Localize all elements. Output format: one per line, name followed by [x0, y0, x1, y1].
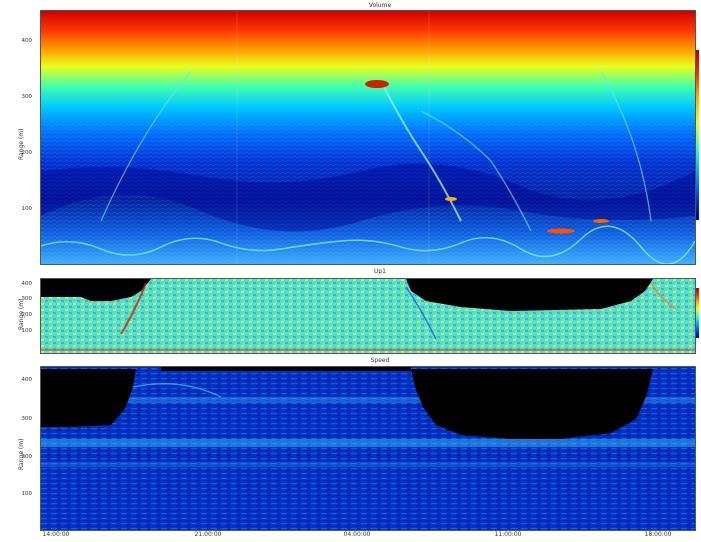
speed-nodata-center [411, 369, 653, 439]
up1-nodata-center [406, 279, 653, 311]
up1-streak-left [120, 282, 147, 335]
colorbar-volume [696, 50, 699, 220]
speed-band-1 [41, 397, 695, 403]
up1-streak-right [650, 282, 677, 310]
y-tick-volume-400: 400 [21, 38, 33, 44]
volume-arch-left [100, 70, 192, 222]
x-tick-4: 18:00:00 [644, 531, 672, 538]
y-tick-up1-200: 200 [21, 312, 33, 318]
y-tick-speed-100: 100 [21, 491, 33, 497]
y-tick-up1-300: 300 [21, 296, 33, 302]
y-tick-speed-400: 400 [21, 377, 33, 383]
speed-nodata-top-strip [161, 367, 411, 371]
volume-hotspot-bottom-2 [593, 219, 609, 223]
volume-plume-2 [420, 110, 532, 232]
volume-hotspot-bottom-1 [547, 228, 575, 234]
panel-title-speed: Speed [370, 357, 390, 364]
speed-band-3 [41, 462, 695, 467]
panel-title-up1: Up1 [373, 268, 387, 275]
speed-cyan-arch [132, 383, 222, 398]
up1-nodata-left [41, 279, 151, 301]
y-tick-speed-200: 200 [21, 454, 33, 460]
speed-nodata-left [41, 369, 136, 427]
volume-arch-right [600, 70, 652, 222]
volume-hotspot-mid [445, 197, 457, 201]
volume-bottom-wave [41, 225, 695, 264]
y-tick-speed-300: 300 [21, 416, 33, 422]
y-tick-up1-400: 400 [21, 281, 33, 287]
speed-band-2 [41, 439, 695, 447]
volume-dark-band [41, 163, 695, 232]
colorbar-up1 [696, 288, 699, 338]
y-tick-volume-300: 300 [21, 94, 33, 100]
up1-blue-line [405, 286, 437, 340]
x-tick-1: 21:00:00 [194, 531, 222, 538]
heatmap-volume [40, 10, 696, 265]
volume-hotspot-top [365, 80, 389, 88]
x-tick-3: 11:00:00 [494, 531, 522, 538]
x-tick-2: 04:00:00 [343, 531, 371, 538]
x-tick-0: 14:00:00 [42, 531, 70, 538]
y-tick-volume-100: 100 [21, 206, 33, 212]
y-tick-volume-200: 200 [21, 150, 33, 156]
heatmap-speed [40, 366, 696, 531]
panel-title-volume: Volume [368, 2, 392, 9]
y-tick-up1-100: 100 [21, 328, 33, 334]
heatmap-up1 [40, 278, 696, 354]
